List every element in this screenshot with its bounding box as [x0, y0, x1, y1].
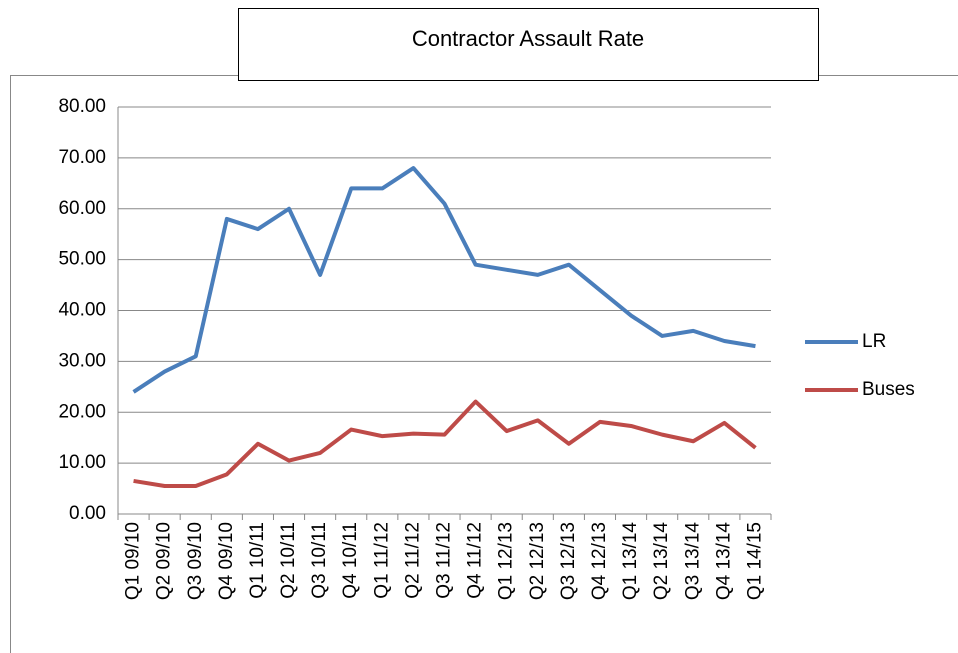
x-tick-label: Q3 12/13 — [558, 522, 579, 600]
y-tick-label: 50.00 — [58, 249, 106, 270]
series-line — [132, 166, 756, 394]
x-tick-label: Q3 11/12 — [434, 522, 455, 599]
x-tick-label: Q1 14/15 — [744, 522, 765, 600]
x-tick-label: Q4 09/10 — [216, 522, 237, 600]
legend-label: LR — [862, 331, 886, 352]
x-tick-label: Q3 09/10 — [185, 522, 206, 600]
series-line — [133, 399, 757, 489]
x-tick-label: Q2 13/14 — [651, 522, 672, 601]
x-tick-label: Q4 12/13 — [589, 522, 610, 600]
x-tick-label: Q2 11/12 — [402, 522, 423, 599]
y-tick-label: 10.00 — [58, 452, 106, 473]
x-tick-label: Q2 12/13 — [527, 522, 548, 600]
y-tick-label: 70.00 — [58, 147, 106, 168]
x-tick-label: Q2 09/10 — [154, 522, 175, 600]
x-tick-label: Q3 13/14 — [682, 522, 703, 601]
x-tick-label: Q4 10/11 — [340, 522, 361, 599]
x-tick-label: Q1 13/14 — [620, 522, 641, 601]
legend-label: Buses — [862, 379, 915, 400]
x-tick-label: Q3 10/11 — [309, 522, 330, 599]
x-tick-label: Q1 12/13 — [496, 522, 517, 600]
y-tick-label: 20.00 — [58, 401, 106, 422]
y-tick-label: 0.00 — [69, 503, 106, 524]
y-tick-label: 40.00 — [58, 300, 106, 321]
x-tick-label: Q4 11/12 — [465, 522, 486, 599]
x-tick-label: Q2 10/11 — [278, 522, 299, 599]
x-tick-label: Q4 13/14 — [713, 522, 734, 601]
chart-title: Contractor Assault Rate — [412, 26, 644, 51]
y-tick-label: 60.00 — [58, 198, 106, 219]
title-box — [238, 8, 819, 81]
y-tick-label: 30.00 — [58, 350, 106, 371]
x-tick-label: Q1 11/12 — [371, 522, 392, 599]
x-tick-label: Q1 09/10 — [123, 522, 144, 600]
x-tick-label: Q1 10/11 — [247, 522, 268, 599]
y-tick-label: 80.00 — [58, 96, 106, 117]
